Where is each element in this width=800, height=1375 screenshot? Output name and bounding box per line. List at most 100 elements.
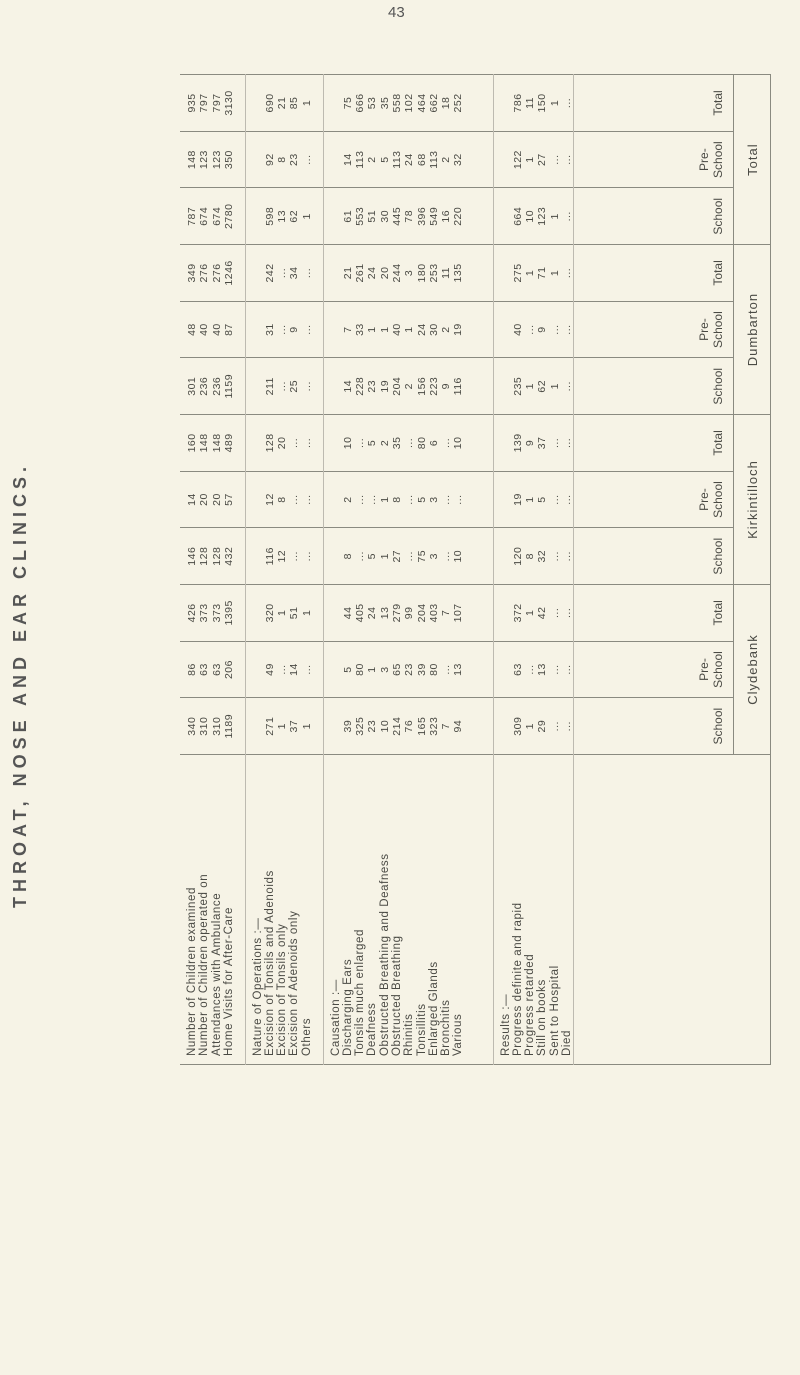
column-header: Total bbox=[573, 584, 734, 642]
cell-value: ... bbox=[354, 494, 367, 505]
cell-value: ... bbox=[440, 437, 453, 449]
cell-value: 271 bbox=[263, 716, 276, 736]
cell-value: 7 bbox=[341, 326, 354, 333]
data-cell: 340 310 310 1189 bbox=[180, 697, 245, 755]
data-cell: 120 8 32...... bbox=[493, 527, 574, 585]
cell-value: 30 bbox=[378, 209, 391, 223]
cell-value: 86 bbox=[186, 663, 198, 676]
cell-value: 18 bbox=[440, 96, 453, 110]
cell-value: 148 bbox=[186, 150, 198, 170]
cell-value: 61 bbox=[341, 209, 354, 223]
cell-value: 40 bbox=[511, 323, 524, 336]
cell-value: 1 bbox=[403, 326, 416, 333]
cell-value: 5 bbox=[341, 666, 354, 673]
cell-value: 464 bbox=[415, 93, 428, 113]
cell-value: 432 bbox=[222, 546, 235, 566]
cell-value: 37 bbox=[536, 436, 549, 450]
spacer bbox=[500, 75, 512, 131]
cell-value: ... bbox=[560, 211, 573, 222]
cell-value: 10 bbox=[452, 436, 465, 450]
cell-value: 57 bbox=[222, 493, 235, 506]
cell-value: 214 bbox=[390, 716, 403, 736]
cell-value: 220 bbox=[452, 206, 465, 226]
column-header-text: Pre- bbox=[697, 318, 712, 341]
cell-value: 2 bbox=[341, 496, 354, 503]
cell-value: 94 bbox=[452, 719, 465, 733]
cell-value: 320 bbox=[263, 603, 276, 623]
cell-value: 204 bbox=[390, 376, 403, 396]
cell-value: ... bbox=[548, 154, 561, 165]
cell-value: 20 bbox=[198, 493, 211, 506]
cell-value: 11 bbox=[440, 266, 453, 279]
cell-value: 10 bbox=[452, 549, 465, 563]
column-header-text: School bbox=[711, 481, 726, 518]
cell-value: 5 bbox=[536, 496, 549, 503]
column-header-text: Total bbox=[711, 260, 726, 286]
cell-value: 102 bbox=[403, 93, 416, 113]
cell-value: 31 bbox=[263, 323, 276, 336]
column-header-text: Total bbox=[711, 90, 726, 116]
cell-value: 11 bbox=[524, 97, 537, 109]
column-header: School bbox=[573, 527, 734, 585]
cell-value: 156 bbox=[415, 376, 428, 396]
column-header-text: School bbox=[711, 311, 726, 348]
row-label: Tonsils much enlarged bbox=[354, 928, 367, 1056]
cell-value: 1 bbox=[548, 383, 561, 390]
cell-value: 1 bbox=[548, 269, 561, 277]
cell-value: 13 bbox=[452, 663, 465, 676]
cell-value: ... bbox=[366, 494, 379, 505]
cell-value: 426 bbox=[186, 603, 198, 623]
cell-value: 113 bbox=[390, 150, 403, 169]
cell-value: 23 bbox=[288, 153, 301, 166]
cell-value: ... bbox=[440, 494, 453, 505]
cell-value: ... bbox=[300, 437, 313, 449]
cell-value: ... bbox=[524, 324, 537, 335]
cell-value: 78 bbox=[403, 209, 416, 223]
column-header: School bbox=[573, 697, 734, 755]
cell-value: 242 bbox=[263, 263, 276, 283]
column-header-text: School bbox=[711, 141, 726, 178]
cell-value: 549 bbox=[427, 206, 440, 226]
spacer bbox=[330, 585, 342, 641]
cell-value: ... bbox=[300, 324, 313, 335]
cell-value: 10 bbox=[524, 209, 537, 223]
cell-value: 797 bbox=[210, 93, 223, 113]
column-header-text: Total bbox=[711, 600, 726, 626]
row-label: Obstructed Breathing bbox=[390, 935, 403, 1056]
cell-value: 14 bbox=[341, 379, 354, 393]
group-header: Clydebank bbox=[733, 584, 771, 755]
cell-value: 123 bbox=[536, 206, 549, 226]
cell-value: ... bbox=[548, 494, 561, 505]
cell-value: 12 bbox=[276, 549, 289, 563]
cell-value: 135 bbox=[452, 263, 465, 283]
row-label: Excision of Adenoids only bbox=[288, 910, 301, 1056]
cell-value: ... bbox=[276, 381, 289, 392]
data-cell: 320 1 51 1 bbox=[245, 584, 323, 642]
cell-value: 9 bbox=[288, 326, 301, 333]
row-label: Rhinitis bbox=[403, 1013, 416, 1056]
cell-value: 123 bbox=[198, 150, 211, 170]
cell-value: 116 bbox=[263, 547, 276, 566]
cell-value: ... bbox=[276, 324, 289, 335]
column-header-text: School bbox=[711, 537, 726, 575]
data-cell: 49... 14... bbox=[245, 641, 323, 698]
row-label: Obstructed Breathing and Deafness bbox=[378, 853, 391, 1056]
spacer bbox=[252, 358, 264, 414]
cell-value: 35 bbox=[378, 96, 391, 110]
data-cell: 48 40 40 87 bbox=[180, 301, 245, 358]
cell-value: 489 bbox=[222, 433, 235, 453]
cell-value: 128 bbox=[198, 546, 211, 566]
cell-value: 76 bbox=[403, 719, 416, 733]
cell-value: 236 bbox=[210, 376, 223, 396]
row-label: Progress retarded bbox=[524, 953, 537, 1056]
section-heading: Causation :— bbox=[329, 979, 342, 1056]
label-cell: Nature of Operations :— Excision of Tonsi… bbox=[245, 754, 323, 1065]
spacer bbox=[330, 132, 342, 188]
row-label: Discharging Ears bbox=[341, 958, 354, 1056]
data-cell: 301 236 236 1159 bbox=[180, 357, 245, 415]
cell-value: 786 bbox=[511, 93, 524, 113]
row-label: Attendances with Ambulance bbox=[210, 892, 223, 1056]
cell-value: ... bbox=[548, 551, 561, 562]
cell-value: ... bbox=[300, 381, 313, 392]
